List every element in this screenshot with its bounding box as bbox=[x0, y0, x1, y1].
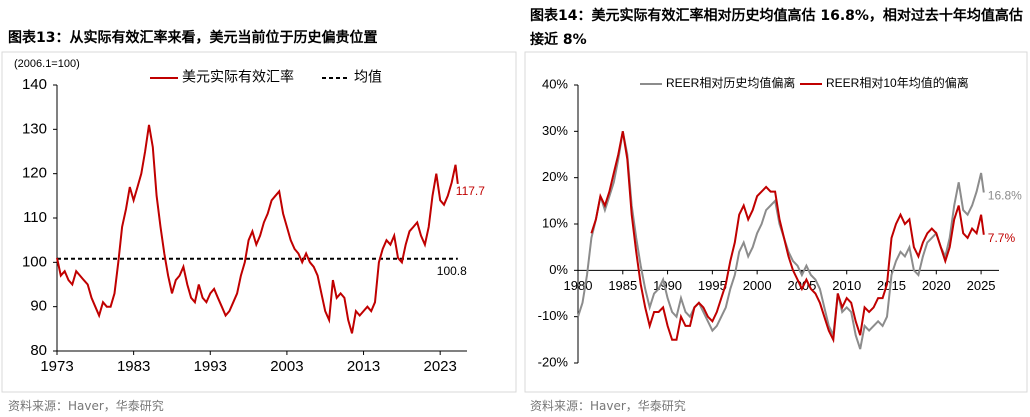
y-tick-label: 80 bbox=[30, 342, 47, 359]
legend-label: 美元实际有效汇率 bbox=[182, 69, 294, 85]
panel-frame bbox=[1, 51, 517, 393]
source-note: 资料来源：Haver，华泰研究 bbox=[8, 399, 164, 413]
x-tick-label: 2005 bbox=[787, 278, 816, 293]
x-tick-label: 1985 bbox=[608, 278, 637, 293]
y-tick-label: -20% bbox=[538, 354, 569, 369]
x-tick-label: 2020 bbox=[922, 278, 951, 293]
chart-title: 图表13：从实际有效汇率来看，美元当前位于历史偏贵位置 bbox=[8, 30, 378, 46]
y-tick-label: 100 bbox=[22, 253, 47, 270]
x-tick-label: 1983 bbox=[117, 358, 150, 375]
series-line bbox=[56, 124, 459, 334]
end-label: 117.7 bbox=[456, 184, 485, 198]
unit-label: (2006.1=100) bbox=[14, 58, 80, 70]
x-tick-label: 2003 bbox=[270, 358, 303, 375]
x-tick-label: 2023 bbox=[423, 358, 456, 375]
y-tick-label: 90 bbox=[30, 298, 47, 315]
x-tick-label: 2010 bbox=[832, 278, 861, 293]
y-tick-label: 20% bbox=[542, 169, 568, 184]
x-tick-label: 1993 bbox=[194, 358, 227, 375]
x-tick-label: 1973 bbox=[40, 358, 73, 375]
legend-label: REER相对历史均值偏离 bbox=[666, 75, 795, 90]
x-tick-label: 1980 bbox=[564, 278, 593, 293]
x-tick-label: 1990 bbox=[653, 278, 682, 293]
charts: (2006.1=100) 80 90 100 110 120 130 140 1973 1983… bbox=[1, 51, 1028, 393]
end-label: 7.7% bbox=[988, 231, 1016, 245]
y-tick-label: -10% bbox=[538, 308, 569, 323]
y-tick-label: 110 bbox=[23, 209, 47, 226]
series-line bbox=[590, 131, 985, 344]
y-tick-label: 40% bbox=[542, 76, 568, 91]
x-tick-label: 1995 bbox=[698, 278, 727, 293]
legend-label: REER相对10年均值的偏离 bbox=[826, 75, 969, 90]
y-tick-label: 10% bbox=[542, 215, 568, 230]
panel-frame bbox=[524, 51, 1028, 393]
x-tick-label: 2025 bbox=[967, 278, 996, 293]
y-tick-label: 120 bbox=[22, 165, 47, 182]
end-label: 16.8% bbox=[988, 189, 1022, 203]
legend-label: 均值 bbox=[354, 69, 382, 85]
x-tick-label: 2015 bbox=[877, 278, 906, 293]
source-note: 资料来源：Haver，华泰研究 bbox=[530, 399, 686, 413]
y-tick-label: 130 bbox=[22, 120, 47, 137]
y-tick-label: 30% bbox=[542, 123, 568, 138]
mean-label: 100.8 bbox=[437, 264, 467, 278]
chart-title: 图表14：美元实际有效汇率相对历史均值高估 16.8%，相对过去十年均值高估接近… bbox=[530, 8, 1023, 48]
x-tick-label: 2013 bbox=[347, 358, 380, 375]
y-tick-label: 140 bbox=[22, 76, 47, 93]
x-tick-label: 2000 bbox=[743, 278, 772, 293]
y-tick-label: 0% bbox=[549, 262, 568, 277]
